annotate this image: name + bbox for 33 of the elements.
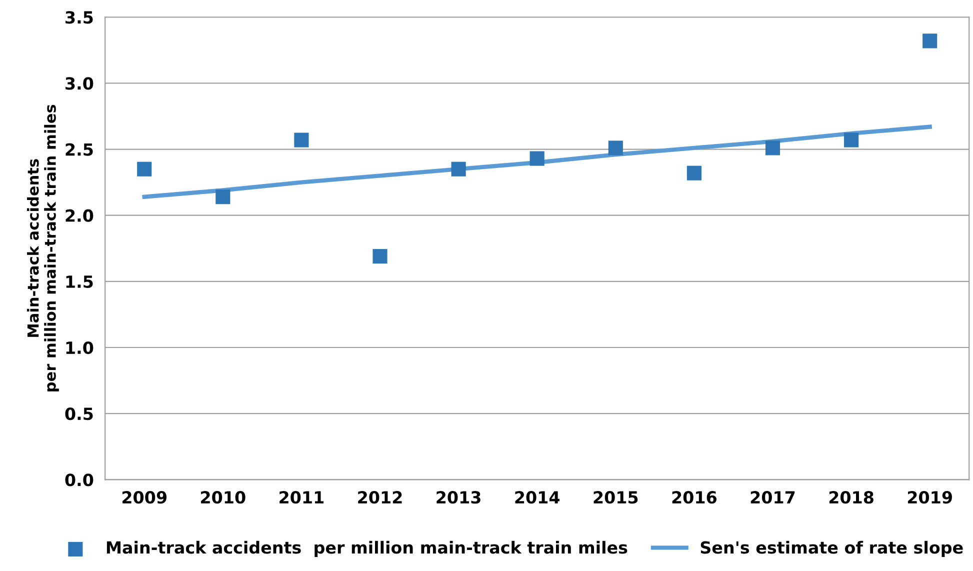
x-tick-label: 2012 — [358, 491, 402, 504]
point — [216, 190, 230, 204]
legend-label: Main-track accidents per million main-track train miles — [106, 540, 628, 558]
x-tick-label: 2009 — [122, 491, 166, 504]
point — [372, 249, 388, 264]
y-tick-label: 0.0 — [65, 474, 94, 486]
y-tick-label: 2.5 — [66, 143, 93, 156]
point — [844, 132, 859, 148]
point — [608, 140, 623, 156]
point — [294, 132, 309, 148]
x-tick-label: 2013 — [436, 491, 480, 504]
x-tick-label: 2010 — [201, 491, 246, 504]
point — [137, 162, 152, 176]
x-tick-label: 2017 — [750, 491, 795, 504]
point — [765, 140, 780, 156]
y-tick-label: 0.5 — [65, 408, 93, 420]
x-tick-label: 2015 — [594, 491, 638, 504]
x-tick-label: 2019 — [908, 491, 952, 504]
y-tick-label: 2.0 — [66, 209, 94, 222]
point — [922, 34, 938, 48]
x-tick-label: 2011 — [280, 491, 324, 504]
point — [451, 162, 466, 176]
x-tick-label: 2018 — [829, 491, 874, 504]
x-tick-label: 2014 — [515, 491, 560, 504]
point — [686, 166, 702, 180]
legend-label: Sen's estimate of rate slope — [700, 540, 963, 558]
y-tick-label: 1.0 — [66, 341, 94, 354]
y-tick-label: 1.5 — [66, 276, 93, 288]
point — [530, 151, 544, 166]
y-tick-label: 3.0 — [66, 77, 94, 90]
y-tick-label: 3.5 — [66, 11, 93, 24]
y-axis-title: Main-track accidents per million main-track train miles — [27, 104, 59, 392]
x-tick-label: 2016 — [672, 491, 716, 504]
